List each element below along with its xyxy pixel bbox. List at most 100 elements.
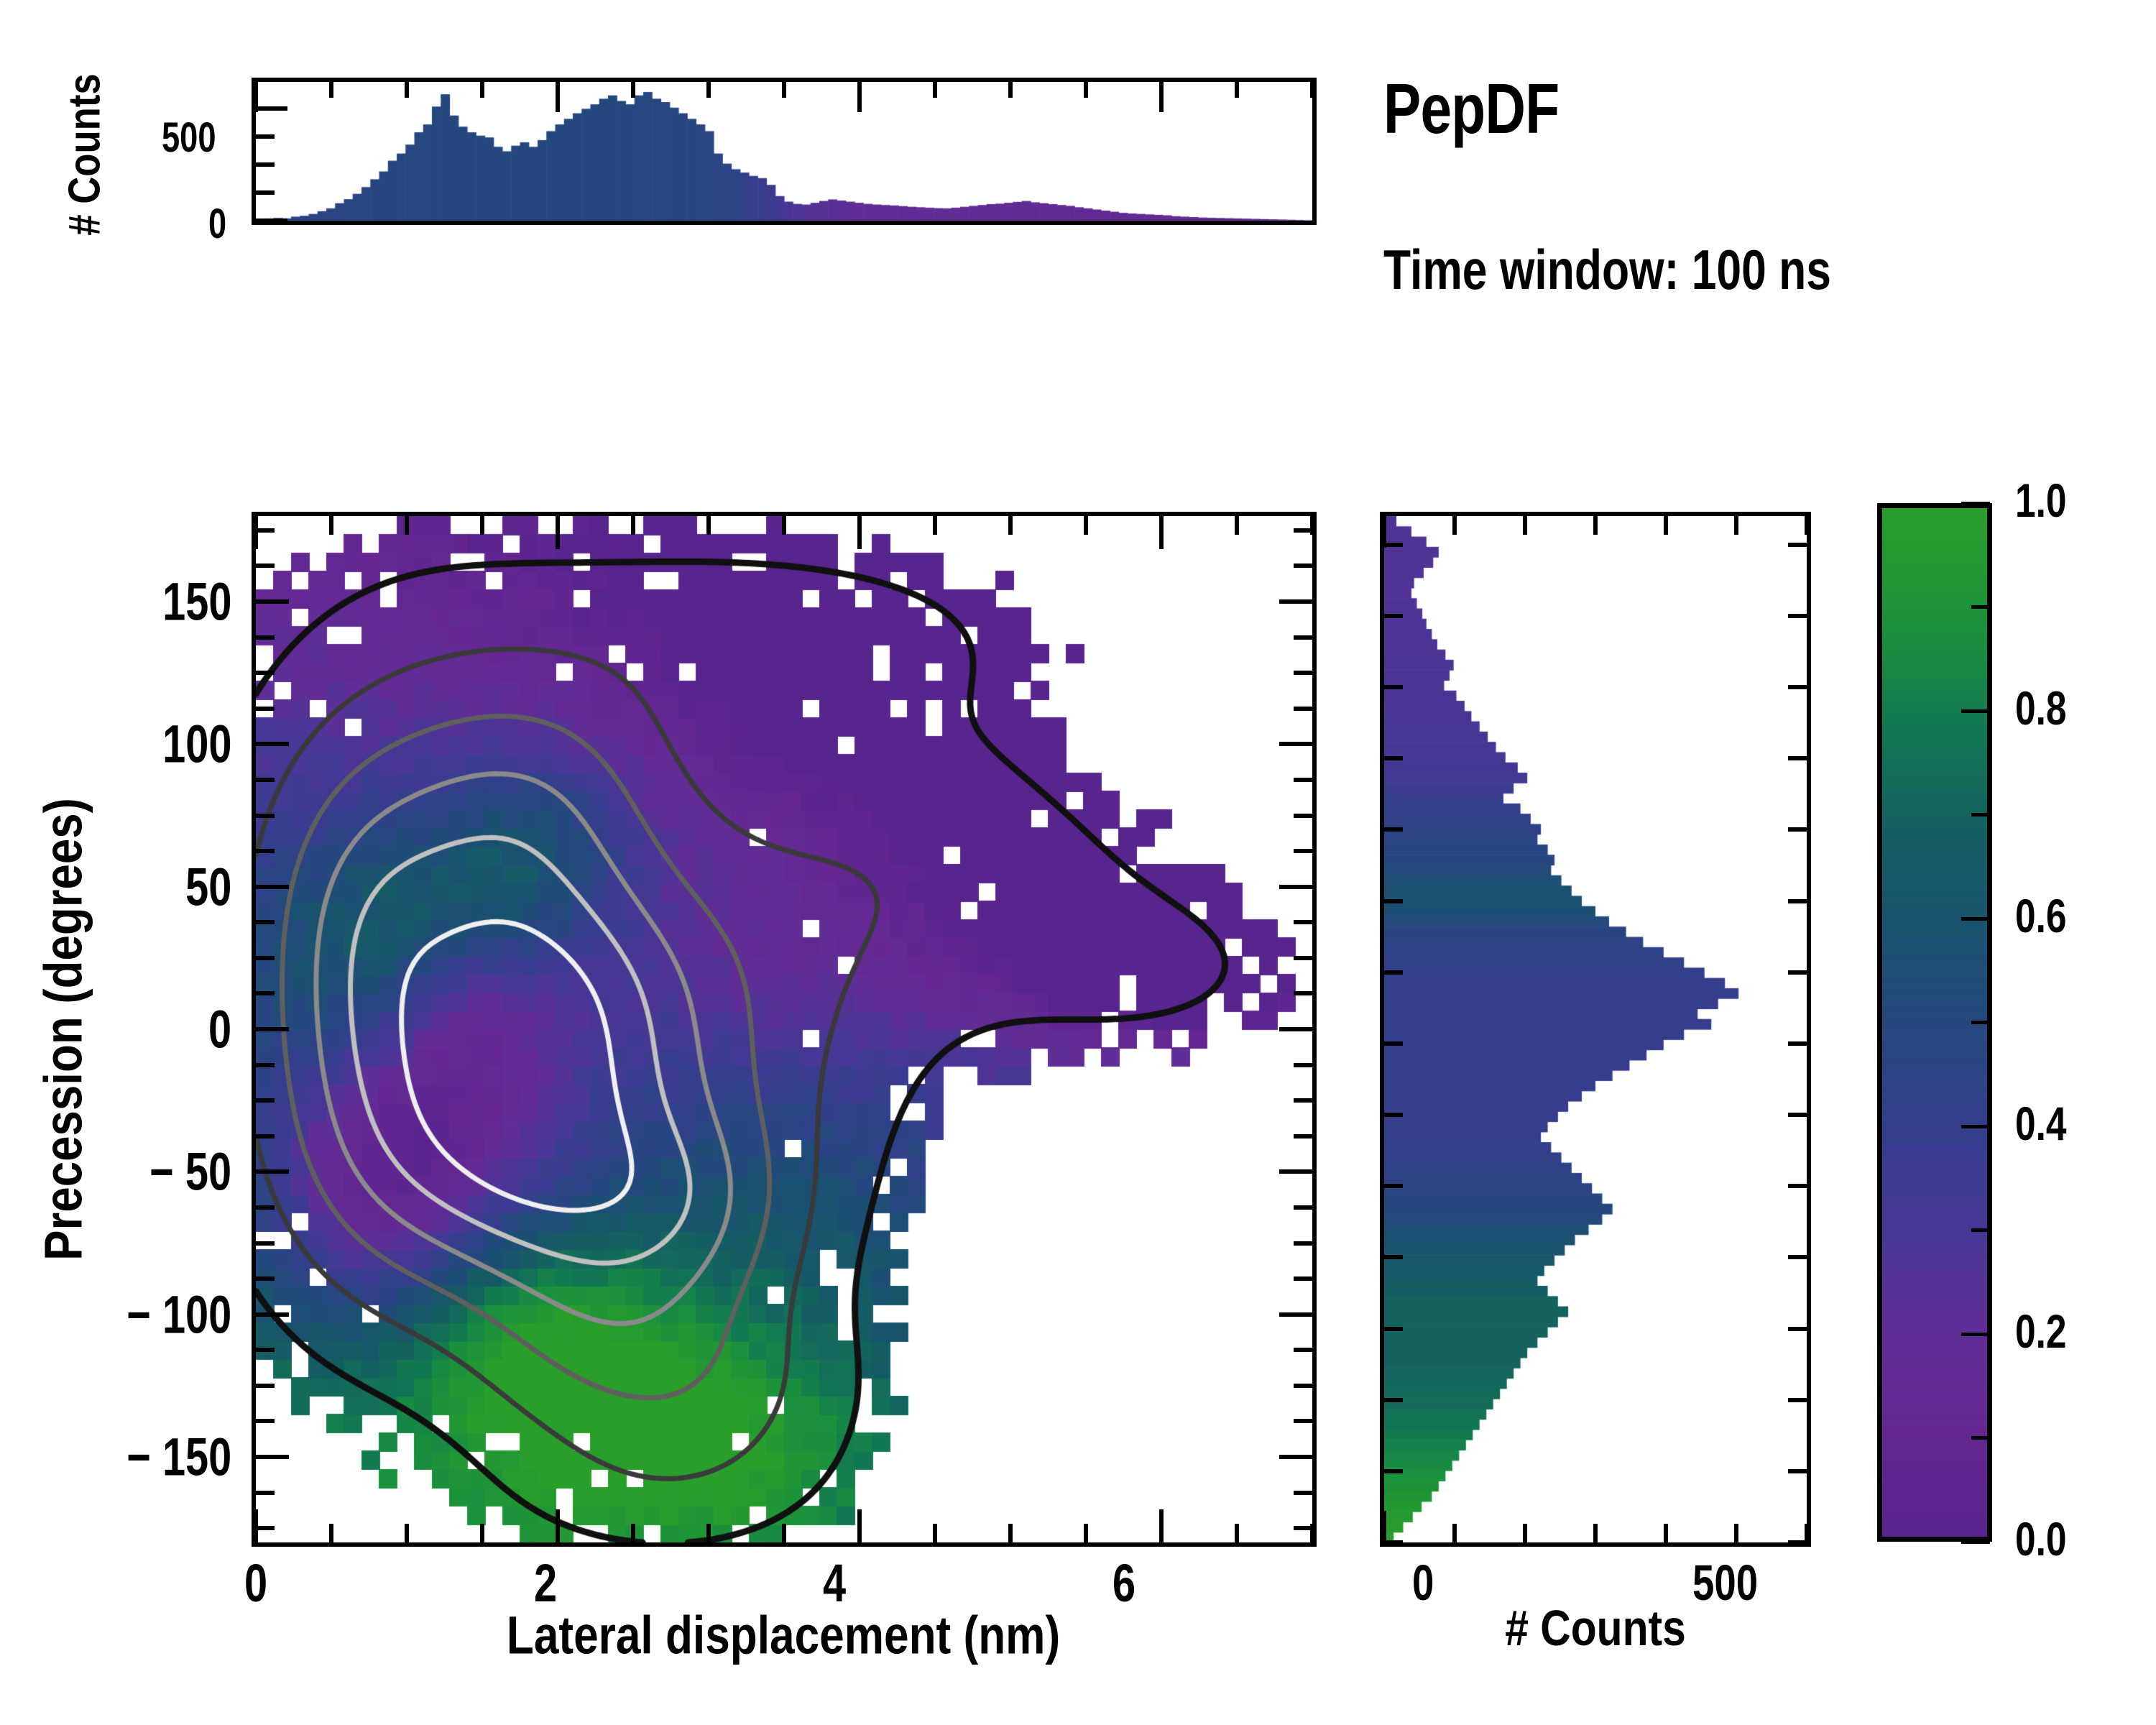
top-xtick (480, 82, 484, 98)
right-xtick (1593, 1524, 1598, 1542)
right-ytick-right (1788, 685, 1807, 689)
main-xtick-top (782, 516, 786, 535)
main-ytick-right (1294, 955, 1312, 960)
right-ytick-right (1788, 1397, 1807, 1402)
main-xtick-label: 0 (244, 1553, 268, 1613)
right-ytick-right (1788, 1184, 1807, 1189)
right-ytick-right (1788, 1041, 1807, 1046)
main-ytick (256, 849, 275, 854)
main-ytick-right (1294, 1383, 1312, 1388)
main-xtick-top (857, 516, 862, 549)
right-ytick-right (1788, 1326, 1807, 1331)
main-ytick-right (1294, 1526, 1312, 1531)
right-ytick-right (1788, 1540, 1807, 1545)
main-ytick-label: 50 (185, 857, 231, 917)
main-ytick (256, 1312, 289, 1317)
right-xlabel: # Counts (1505, 1600, 1686, 1656)
main-ytick (256, 599, 289, 604)
top-ylabel: # Counts (60, 73, 110, 236)
right-xtick-top (1452, 516, 1457, 535)
right-ytick (1384, 1184, 1403, 1189)
colorbar-tick-label: 0.0 (2015, 1512, 2067, 1565)
right-ytick (1384, 756, 1403, 761)
right-ytick (1384, 1397, 1403, 1402)
main-ytick-right (1294, 1348, 1312, 1353)
right-ytick-right (1788, 1255, 1807, 1260)
main-ytick-right (1294, 813, 1312, 818)
right-ytick-right (1788, 898, 1807, 903)
right-xtick-top (1523, 516, 1527, 535)
right-ytick (1384, 970, 1403, 975)
main-xtick (933, 1524, 937, 1542)
top-xtick (706, 82, 711, 98)
colorbar-major-tick (1961, 916, 1990, 921)
right-xtick (1734, 1524, 1738, 1542)
top-ytick-0: 0 (208, 201, 227, 247)
main-xtick-top (1310, 516, 1314, 535)
right-xtick-top (1382, 516, 1386, 548)
colorbar-minor-tick (1971, 605, 1990, 609)
main-ytick (256, 1062, 275, 1067)
main-ytick (256, 1490, 275, 1495)
main-xtick-top (405, 516, 409, 535)
main-ytick (256, 991, 275, 996)
main-ytick-label: − 150 (126, 1427, 231, 1487)
main-xtick (1008, 1524, 1013, 1542)
main-ytick-right (1294, 1241, 1312, 1246)
colorbar-tick-label: 0.2 (2015, 1305, 2067, 1358)
right-xtick (1523, 1524, 1527, 1542)
right-ytick-right (1788, 542, 1807, 547)
top-xtick (782, 82, 786, 98)
colorbar (1877, 503, 1992, 1542)
main-xtick-label: 4 (823, 1553, 847, 1613)
main-ytick-right (1294, 1098, 1312, 1103)
colorbar-major-tick (1961, 709, 1990, 713)
main-xtick-label: 6 (1112, 1553, 1136, 1613)
right-ytick (1384, 613, 1403, 618)
main-xtick-top (254, 516, 258, 549)
right-ytick (1384, 1255, 1403, 1260)
main-ytick (256, 1348, 275, 1353)
colorbar-major-tick (1961, 1124, 1990, 1128)
main-ytick-right (1279, 599, 1312, 604)
main-xtick (556, 1509, 560, 1542)
main-ytick-label: 100 (162, 714, 231, 774)
main-xtick (480, 1524, 484, 1542)
figure-title: PepDF (1383, 69, 1560, 148)
main-ylabel: Precession (degrees) (33, 798, 93, 1261)
main-ytick (256, 1133, 275, 1138)
main-ytick (256, 1526, 275, 1531)
right-ytick-right (1788, 970, 1807, 975)
top-xtick (254, 82, 258, 112)
top-xtick (933, 82, 937, 98)
main-xtick-label: 2 (533, 1553, 557, 1613)
main-ytick-right (1294, 777, 1312, 782)
right-ytick (1384, 1041, 1403, 1046)
main-ytick (256, 564, 275, 569)
top-xtick (556, 82, 560, 112)
main-xtick-top (631, 516, 635, 535)
colorbar-minor-tick (1971, 813, 1990, 816)
main-xtick-top (1008, 516, 1013, 535)
main-ytick-right (1294, 991, 1312, 996)
main-ytick (256, 884, 289, 889)
right-ytick-right (1788, 1468, 1807, 1473)
main-ytick-label: − 50 (149, 1141, 231, 1202)
right-xtick-top (1734, 516, 1738, 535)
main-ytick (256, 777, 275, 782)
main-ytick-right (1279, 884, 1312, 889)
right-ytick (1384, 542, 1403, 547)
main-ytick (256, 1276, 275, 1282)
main-xtick (706, 1524, 711, 1542)
top-xtick (1084, 82, 1088, 98)
top-ytick (256, 190, 275, 196)
main-xtick (1235, 1524, 1239, 1542)
top-histogram-panel (252, 78, 1317, 225)
main-ytick-right (1279, 1455, 1312, 1459)
right-ytick (1384, 1113, 1403, 1117)
colorbar-tick-label: 0.6 (2015, 889, 2067, 942)
main-ytick (256, 1455, 289, 1459)
right-ytick-right (1788, 1113, 1807, 1117)
right-xtick-top (1805, 516, 1809, 535)
